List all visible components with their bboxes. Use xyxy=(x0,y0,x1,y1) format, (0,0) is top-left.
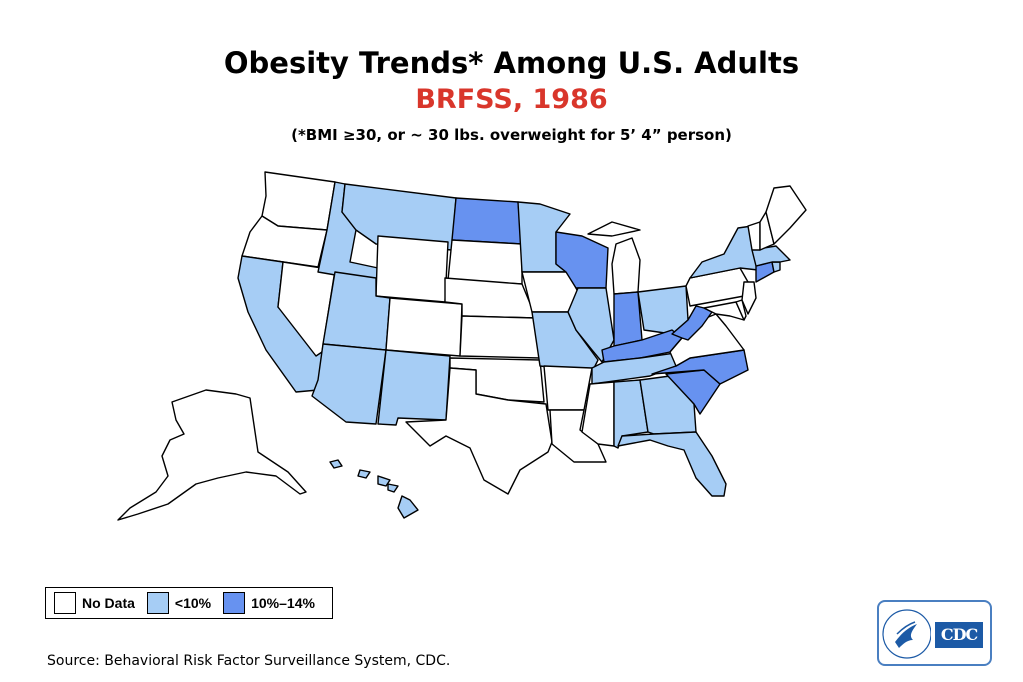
state-IL xyxy=(567,287,615,363)
state-LA xyxy=(549,409,607,463)
state-HI-kauai xyxy=(387,483,399,493)
state-HI-maui xyxy=(357,469,371,479)
legend-item-10-14: 10%–14% xyxy=(223,592,315,614)
state-TX xyxy=(405,367,553,495)
state-CO xyxy=(385,297,463,357)
source-citation: Source: Behavioral Risk Factor Surveilla… xyxy=(47,653,451,669)
state-MA xyxy=(751,245,791,267)
map-title: Obesity Trends* Among U.S. Adults xyxy=(223,46,800,80)
state-HI-oahu xyxy=(329,459,343,469)
legend-label-no-data: No Data xyxy=(82,595,135,611)
bmi-footnote: (*BMI ≥30, or ~ 30 lbs. overweight for 5… xyxy=(291,126,732,144)
legend-item-under-10: <10% xyxy=(146,592,212,614)
state-HI-molokai xyxy=(377,475,391,487)
legend-swatch-no-data xyxy=(54,592,76,614)
legend-label-under-10: <10% xyxy=(174,595,212,611)
state-AZ xyxy=(311,343,387,425)
state-WY xyxy=(375,235,449,303)
cdc-logo: CDC xyxy=(877,600,992,666)
state-SD xyxy=(447,239,523,285)
state-AK xyxy=(117,389,307,521)
state-ND xyxy=(451,197,523,245)
legend-label-10-14: 10%–14% xyxy=(251,595,315,611)
state-RI xyxy=(771,261,781,273)
state-DE xyxy=(735,299,747,321)
state-NY xyxy=(689,225,759,279)
state-FL xyxy=(617,431,727,497)
state-ME xyxy=(765,185,807,245)
state-IN xyxy=(613,291,643,347)
state-HI-big-island xyxy=(397,495,419,519)
state-WA xyxy=(261,171,336,231)
cdc-wordmark: CDC xyxy=(935,622,983,648)
map-subtitle: BRFSS, 1986 xyxy=(415,84,608,115)
state-KS xyxy=(459,315,541,359)
map-legend: No Data <10% 10%–14% xyxy=(45,587,333,619)
legend-item-no-data: No Data xyxy=(54,592,135,614)
state-MS xyxy=(581,381,615,447)
state-NJ xyxy=(741,281,757,315)
state-AR xyxy=(543,365,593,411)
state-NM xyxy=(377,349,451,426)
legend-swatch-10-14 xyxy=(223,592,246,614)
hhs-eagle-icon xyxy=(882,609,931,659)
legend-swatch-under-10 xyxy=(146,592,169,614)
